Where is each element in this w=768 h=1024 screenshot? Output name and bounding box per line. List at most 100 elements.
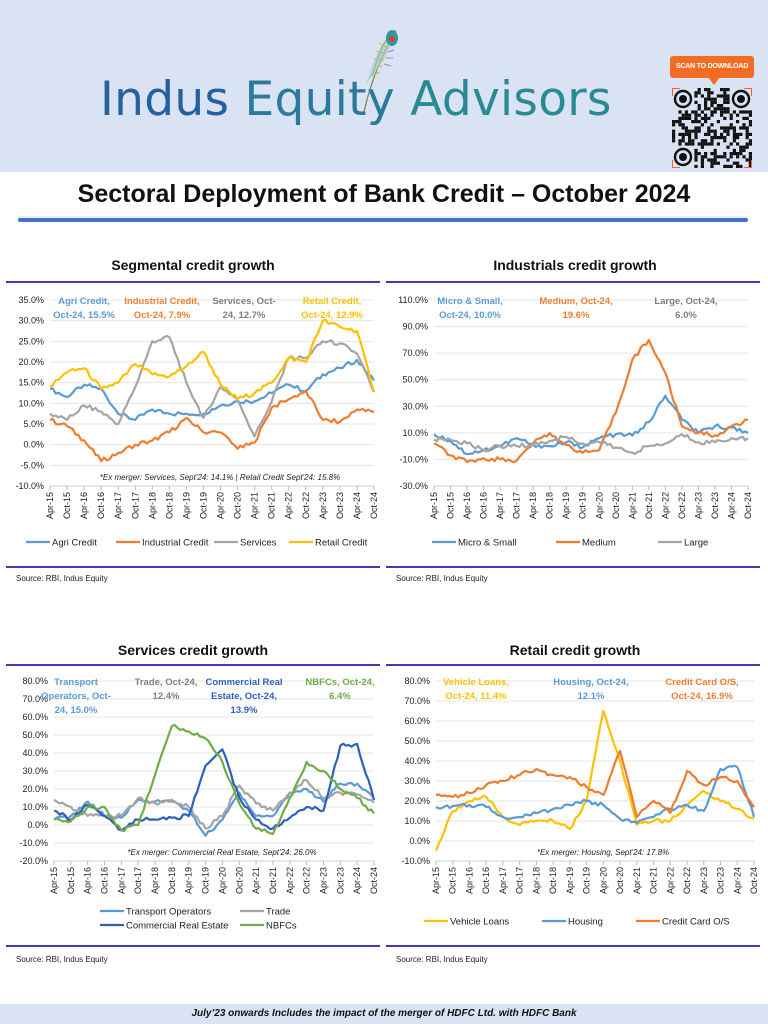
qr-module <box>748 155 752 159</box>
y-tick-label: -10.0% <box>19 838 48 848</box>
qr-module <box>707 94 711 98</box>
qr-module <box>697 120 701 124</box>
x-tick-label: Oct-19 <box>201 867 211 894</box>
qr-module <box>736 132 740 136</box>
qr-module <box>723 110 727 114</box>
x-tick-label: Oct-20 <box>234 867 244 894</box>
series-line-vehicle-loans <box>434 709 755 852</box>
qr-module <box>694 116 698 120</box>
legend-item: Housing <box>542 917 603 928</box>
legend-item: Agri Credit <box>26 538 97 549</box>
panel-retail: Retail credit growth -10.0% 0.0% 10.0% 20.0… <box>386 635 764 975</box>
legend-item: Commercial Real Estate <box>100 921 228 932</box>
qr-module <box>700 164 704 168</box>
qr-module <box>729 113 733 117</box>
scan-to-download-badge[interactable]: SCAN TO DOWNLOAD <box>670 56 754 85</box>
x-tick-label: Apr-23 <box>693 492 703 519</box>
y-tick-label: 90.0% <box>402 322 428 332</box>
y-tick-label: 0.0% <box>23 440 44 450</box>
x-tick-label: Oct-24 <box>749 867 759 894</box>
series-annotation: Agri Credit, <box>58 296 110 307</box>
x-tick-label: Apr-22 <box>665 867 675 894</box>
y-tick-label: 70.0% <box>22 694 48 704</box>
series-line-medium <box>433 338 749 464</box>
series-annotation: Industrial Credit, <box>124 296 199 307</box>
page-title: Sectoral Deployment of Bank Credit – Oct… <box>77 180 691 208</box>
qr-download-block[interactable]: SCAN TO DOWNLOAD <box>668 56 756 168</box>
qr-module <box>716 120 720 124</box>
source-note: Source: RBI, Indus Equity <box>16 574 108 583</box>
qr-module <box>726 94 730 98</box>
series-line-credit-card-o-s <box>435 749 755 819</box>
legend-label: Services <box>240 538 277 549</box>
qr-module <box>720 94 724 98</box>
series-annotation: Oct-24, 16.9% <box>671 691 733 702</box>
qr-module <box>684 110 688 114</box>
qr-module <box>700 94 704 98</box>
qr-module <box>739 152 743 156</box>
qr-module <box>697 152 701 156</box>
source-note: Source: RBI, Indus Equity <box>16 955 108 964</box>
qr-module <box>694 148 698 152</box>
series-annotation: Oct-24, 7.9% <box>134 310 191 321</box>
qr-module <box>700 142 704 146</box>
qr-module <box>694 164 698 168</box>
y-tick-label: 60.0% <box>404 716 430 726</box>
qr-module <box>736 120 740 124</box>
services-credit-chart: -20.0% -10.0% 0.0% 10.0% 20.0% 30.0% 40.0% 50.0… <box>19 676 379 932</box>
merger-note: *Ex merger: Commercial Real Estate, Sept… <box>127 848 316 857</box>
x-tick-label: Oct-23 <box>716 867 726 894</box>
qr-finder <box>673 89 693 109</box>
qr-module <box>700 158 704 162</box>
qr-module <box>678 110 682 114</box>
x-tick-label: Oct-16 <box>481 867 491 894</box>
x-tick-label: Oct-24 <box>743 492 753 519</box>
qr-module <box>745 116 749 120</box>
qr-module <box>723 152 727 156</box>
qr-code-icon[interactable] <box>672 88 752 168</box>
legend-label: Large <box>684 538 708 549</box>
series-annotation: Estate, Oct-24, <box>211 691 277 702</box>
qr-module <box>704 116 708 120</box>
qr-module <box>732 129 736 133</box>
qr-finder-dot <box>679 153 687 161</box>
qr-module <box>742 155 746 159</box>
x-tick-label: Apr-23 <box>318 492 328 519</box>
qr-module <box>720 107 724 111</box>
qr-module <box>684 132 688 136</box>
legend-label: Credit Card O/S <box>662 917 730 928</box>
legend-label: Housing <box>568 917 603 928</box>
qr-module <box>736 152 740 156</box>
series-line-nbfcs <box>53 723 375 836</box>
legend-item: Credit Card O/S <box>636 917 730 928</box>
y-tick-label: 10.0% <box>22 802 48 812</box>
qr-module <box>713 129 717 133</box>
qr-module <box>729 152 733 156</box>
qr-module <box>713 132 717 136</box>
qr-module <box>739 110 743 114</box>
qr-module <box>691 142 695 146</box>
legend-item: Micro & Small <box>432 538 517 549</box>
legend-item: Services <box>214 538 277 549</box>
y-tick-label: 50.0% <box>404 736 430 746</box>
qr-module <box>681 113 685 117</box>
qr-module <box>707 91 711 95</box>
x-tick-label: Oct-18 <box>548 867 558 894</box>
qr-module <box>704 139 708 143</box>
qr-module <box>716 161 720 165</box>
panel-divider <box>386 566 760 568</box>
qr-module <box>726 126 730 130</box>
qr-module <box>681 139 685 143</box>
qr-module <box>723 107 727 111</box>
y-tick-label: 0.0% <box>409 836 430 846</box>
qr-module <box>704 104 708 108</box>
x-tick-label: Apr-23 <box>699 867 709 894</box>
qr-module <box>720 88 724 92</box>
qr-finder <box>673 147 693 167</box>
series-annotation: 13.9% <box>231 705 258 716</box>
y-tick-label: 70.0% <box>404 696 430 706</box>
qr-module <box>732 136 736 140</box>
y-tick-label: 0.0% <box>27 820 48 830</box>
qr-module <box>707 97 711 101</box>
qr-module <box>726 100 730 104</box>
